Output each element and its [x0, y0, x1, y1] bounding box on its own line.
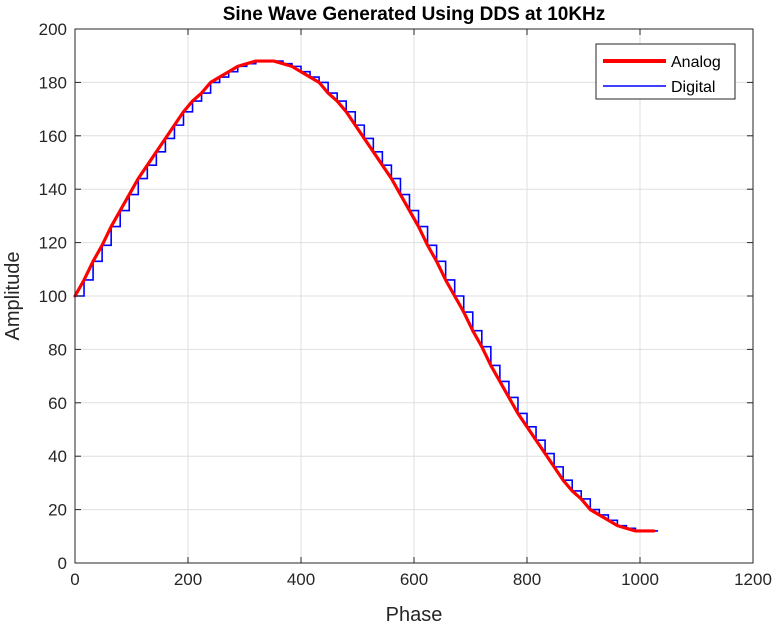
x-tick-label: 200	[174, 570, 202, 589]
y-axis-label: Amplitude	[2, 252, 24, 341]
series-layer	[73, 59, 659, 533]
y-tick-label: 180	[39, 73, 67, 92]
x-tick-label: 800	[513, 570, 541, 589]
tick-labels: 0 200 400 600 800 1000 1200 0 20 40 60 80 100 120 140 1…	[39, 20, 772, 589]
x-tick-label: 0	[70, 570, 79, 589]
y-tick-label: 200	[39, 20, 67, 39]
legend-label-digital: Digital	[671, 79, 715, 96]
y-tick-label: 160	[39, 127, 67, 146]
legend: Analog Digital	[595, 43, 736, 100]
ticks	[74, 28, 754, 564]
chart-title: Sine Wave Generated Using DDS at 10KHz	[223, 4, 606, 25]
x-tick-label: 1000	[621, 570, 659, 589]
legend-label-analog: Analog	[671, 54, 721, 71]
y-tick-label: 140	[39, 180, 67, 199]
y-tick-label: 120	[39, 234, 67, 253]
series-analog-line	[73, 59, 656, 533]
x-tick-label: 1200	[734, 570, 772, 589]
x-axis-label: Phase	[386, 604, 443, 626]
x-tick-label: 600	[400, 570, 428, 589]
y-tick-label: 80	[48, 340, 67, 359]
y-tick-label: 0	[58, 554, 67, 573]
y-tick-label: 40	[48, 447, 67, 466]
x-tick-label: 400	[287, 570, 315, 589]
y-tick-label: 20	[48, 501, 67, 520]
y-tick-label: 100	[39, 287, 67, 306]
y-tick-label: 60	[48, 394, 67, 413]
legend-box	[595, 43, 736, 100]
